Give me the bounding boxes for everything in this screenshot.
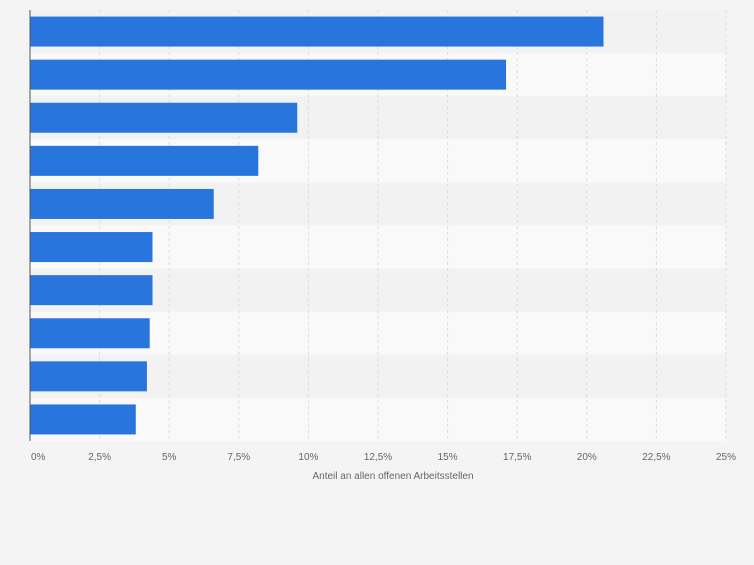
bar[interactable] bbox=[30, 275, 153, 306]
x-tick-labels: 0% 2,5% 5% 7,5% 10% 12,5% 15% 17,5% 20% 22,5% 25% bbox=[31, 452, 736, 463]
bar[interactable] bbox=[30, 59, 507, 90]
x-tick-label: 25% bbox=[716, 452, 736, 463]
bar[interactable] bbox=[30, 361, 147, 392]
bar[interactable] bbox=[30, 318, 150, 349]
x-axis-label: Anteil an allen offenen Arbeitsstellen bbox=[312, 471, 473, 482]
bar[interactable] bbox=[30, 145, 259, 176]
x-tick-label: 12,5% bbox=[364, 452, 392, 463]
bars bbox=[30, 16, 604, 435]
bar[interactable] bbox=[30, 188, 214, 219]
x-tick-label: 17,5% bbox=[503, 452, 531, 463]
x-tick-label: 15% bbox=[438, 452, 458, 463]
x-tick-label: 20% bbox=[577, 452, 597, 463]
x-tick-label: 22,5% bbox=[642, 452, 670, 463]
bar[interactable] bbox=[30, 232, 153, 263]
bar[interactable] bbox=[30, 102, 298, 133]
x-tick-label: 0% bbox=[31, 452, 46, 463]
bar[interactable] bbox=[30, 404, 136, 435]
x-tick-label: 10% bbox=[298, 452, 318, 463]
x-tick-label: 7,5% bbox=[227, 452, 250, 463]
bar[interactable] bbox=[30, 16, 604, 47]
x-tick-label: 5% bbox=[162, 452, 177, 463]
x-tick-label: 2,5% bbox=[88, 452, 111, 463]
